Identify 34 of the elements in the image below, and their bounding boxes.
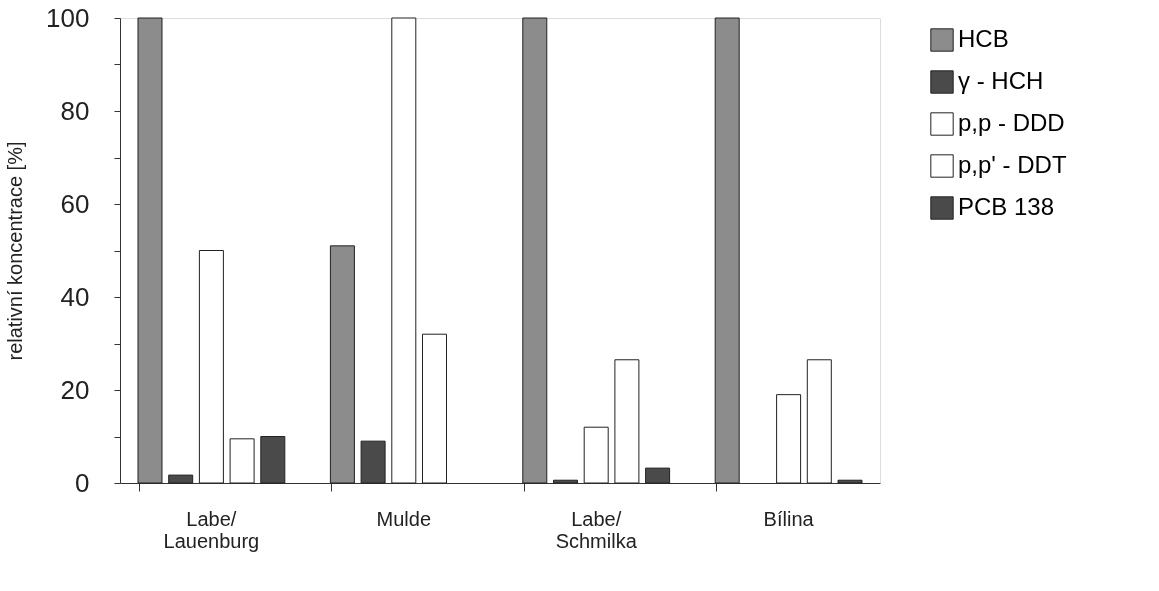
bar [776,394,802,484]
bar [583,426,609,484]
y-tick-label: 20 [60,374,90,405]
y-tick-label: 40 [60,281,90,312]
legend-label: γ - HCH [958,67,1044,94]
bar [522,17,548,484]
y-tick-label: 100 [46,2,90,33]
bar [553,479,578,484]
legend-label: PCB 138 [958,193,1055,220]
bar [198,250,224,484]
legend-label: p,p' - DDT [958,151,1067,178]
bar [360,440,386,484]
bar [168,474,194,484]
bar [260,436,286,484]
y-tick-label: 80 [60,95,90,126]
y-tick-label: 0 [75,467,90,498]
bar [137,17,163,484]
bar [806,359,832,484]
x-tick-label: Labe/ Lauenburg [163,507,260,552]
y-axis-title: relativní koncentrace [%] [4,141,27,361]
x-tick-label: Bílina [763,507,815,530]
legend-label: HCB [958,25,1009,52]
bar [329,245,355,484]
y-tick-label: 60 [60,188,90,219]
bar [645,467,671,484]
x-tick-label: Mulde [376,507,432,530]
bar [614,359,640,484]
bar [391,17,417,484]
x-tick-label: Labe/ Schmilka [555,507,638,552]
bar [422,333,447,484]
legend-label: p,p - DDD [958,109,1065,136]
bar [229,438,255,484]
bar [837,479,863,484]
bar [714,17,740,484]
